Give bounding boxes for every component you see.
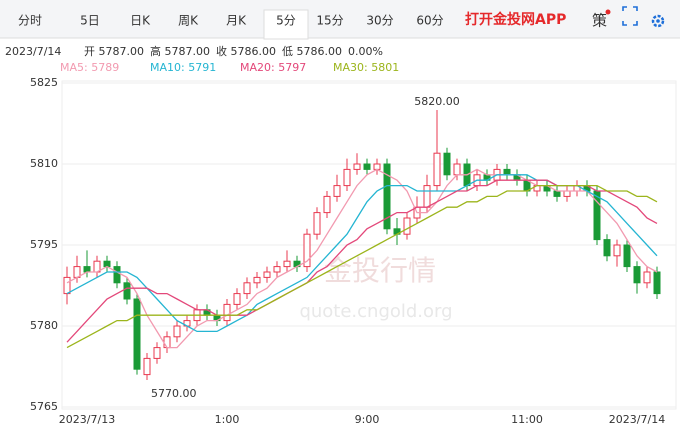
candle-body xyxy=(63,276,71,295)
tab[interactable]: 月K xyxy=(226,14,247,28)
tab[interactable]: 60分 xyxy=(416,14,443,28)
candle-body xyxy=(313,212,321,235)
x-tick-label: 2023/7/14 xyxy=(609,413,665,426)
toolbar xyxy=(0,0,680,38)
candle-body xyxy=(423,185,431,208)
candle-body xyxy=(453,163,461,176)
y-tick-label: 5765 xyxy=(30,400,58,413)
settings-icon[interactable] xyxy=(651,14,665,28)
low-annotation: 5770.00 xyxy=(151,387,197,400)
info-item: 高 5787.00 xyxy=(150,44,210,58)
y-tick-label: 5795 xyxy=(30,238,58,251)
candle-body xyxy=(593,190,601,241)
candle-body xyxy=(363,163,371,170)
candle-body xyxy=(233,293,241,305)
ma-line xyxy=(66,184,658,349)
legend-entry: MA20: 5797 xyxy=(240,61,306,74)
info-item: 开 5787.00 xyxy=(84,45,144,58)
candle-body xyxy=(653,271,661,295)
candle-body xyxy=(563,190,571,197)
x-tick-label: 2023/7/13 xyxy=(59,413,115,426)
legend-entry: MA5: 5789 xyxy=(60,61,119,74)
high-annotation: 5820.00 xyxy=(414,95,460,108)
candle-body xyxy=(263,271,271,278)
candle-body xyxy=(83,266,91,273)
candle-body xyxy=(153,347,161,359)
candle-body xyxy=(403,217,411,235)
candle-body xyxy=(113,266,121,284)
tab[interactable]: 分时 xyxy=(18,14,42,28)
candle-body xyxy=(123,282,131,300)
settings-icon-center xyxy=(656,19,660,23)
legend-entry: MA10: 5791 xyxy=(150,61,216,74)
candle-body xyxy=(613,244,621,257)
legend-entry: MA30: 5801 xyxy=(333,61,399,74)
info-change: 0.00% xyxy=(348,45,383,58)
y-tick-label: 5780 xyxy=(30,319,58,332)
tab[interactable]: 5日 xyxy=(80,14,100,28)
candle-body xyxy=(283,260,291,268)
info-date: 2023/7/14 xyxy=(5,45,61,58)
candle-body xyxy=(103,260,111,268)
info-item: 收 5786.00 xyxy=(216,44,276,58)
candle-body xyxy=(333,185,341,197)
candle-body xyxy=(443,152,451,176)
candle-body xyxy=(373,163,381,170)
fullscreen-icon[interactable] xyxy=(622,6,638,26)
x-tick-label: 1:00 xyxy=(215,413,240,426)
candle-body xyxy=(223,303,231,322)
candle-body xyxy=(623,244,631,268)
candle-body xyxy=(553,190,561,197)
tab[interactable]: 日K xyxy=(130,14,151,28)
strategy-icon[interactable]: 策 xyxy=(592,12,607,30)
tab[interactable]: 15分 xyxy=(316,14,343,28)
candle-body xyxy=(273,266,281,273)
info-item: 低 5786.00 xyxy=(282,45,342,58)
watermark: quote.cngold.org xyxy=(299,301,452,322)
candle-body xyxy=(353,163,361,170)
candle-body xyxy=(163,336,171,349)
watermark: 金投行情 xyxy=(324,254,436,287)
tab[interactable]: 周K xyxy=(178,14,199,28)
y-tick-label: 5810 xyxy=(30,157,58,170)
ma-line xyxy=(66,168,658,349)
candle-body xyxy=(603,239,611,257)
candle-body xyxy=(343,168,351,187)
active-tab xyxy=(263,9,309,40)
candle-body xyxy=(503,168,511,176)
candle-body xyxy=(303,233,311,268)
x-tick-label: 9:00 xyxy=(355,413,380,426)
notice-dot xyxy=(605,9,611,15)
x-tick-label: 11:00 xyxy=(511,413,543,426)
candle-body xyxy=(133,298,141,370)
candle-body xyxy=(323,195,331,214)
candle-body xyxy=(143,357,151,376)
y-tick-label: 5825 xyxy=(30,76,58,89)
app-link[interactable]: 打开金投网APP xyxy=(465,11,566,28)
candle-body xyxy=(173,325,181,338)
candle-body xyxy=(253,276,261,284)
candle-body xyxy=(633,266,641,284)
candle-body xyxy=(383,163,391,230)
candle-body xyxy=(243,282,251,295)
tab[interactable]: 30分 xyxy=(366,14,393,28)
candle-body xyxy=(643,271,651,284)
tab[interactable]: 5分 xyxy=(276,14,296,28)
candle-body xyxy=(433,152,441,187)
